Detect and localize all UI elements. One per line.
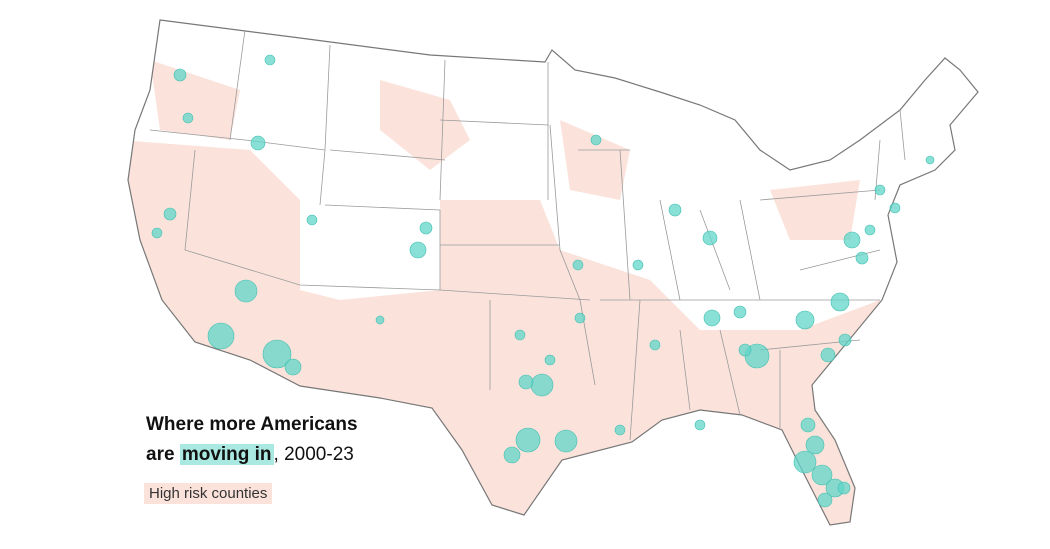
caption: Where more Americans are moving in, 2000… xyxy=(146,410,358,470)
title-line-1: Where more Americans xyxy=(146,414,358,435)
title-highlight: moving in xyxy=(179,444,274,465)
growth-bubbles xyxy=(151,54,935,508)
title-line-2: are moving in, 2000-23 xyxy=(146,440,358,470)
title-prefix: are xyxy=(146,444,175,465)
title-suffix: , 2000-23 xyxy=(273,444,354,465)
state-borders xyxy=(127,19,979,526)
legend-high-risk: High risk counties xyxy=(144,483,273,504)
